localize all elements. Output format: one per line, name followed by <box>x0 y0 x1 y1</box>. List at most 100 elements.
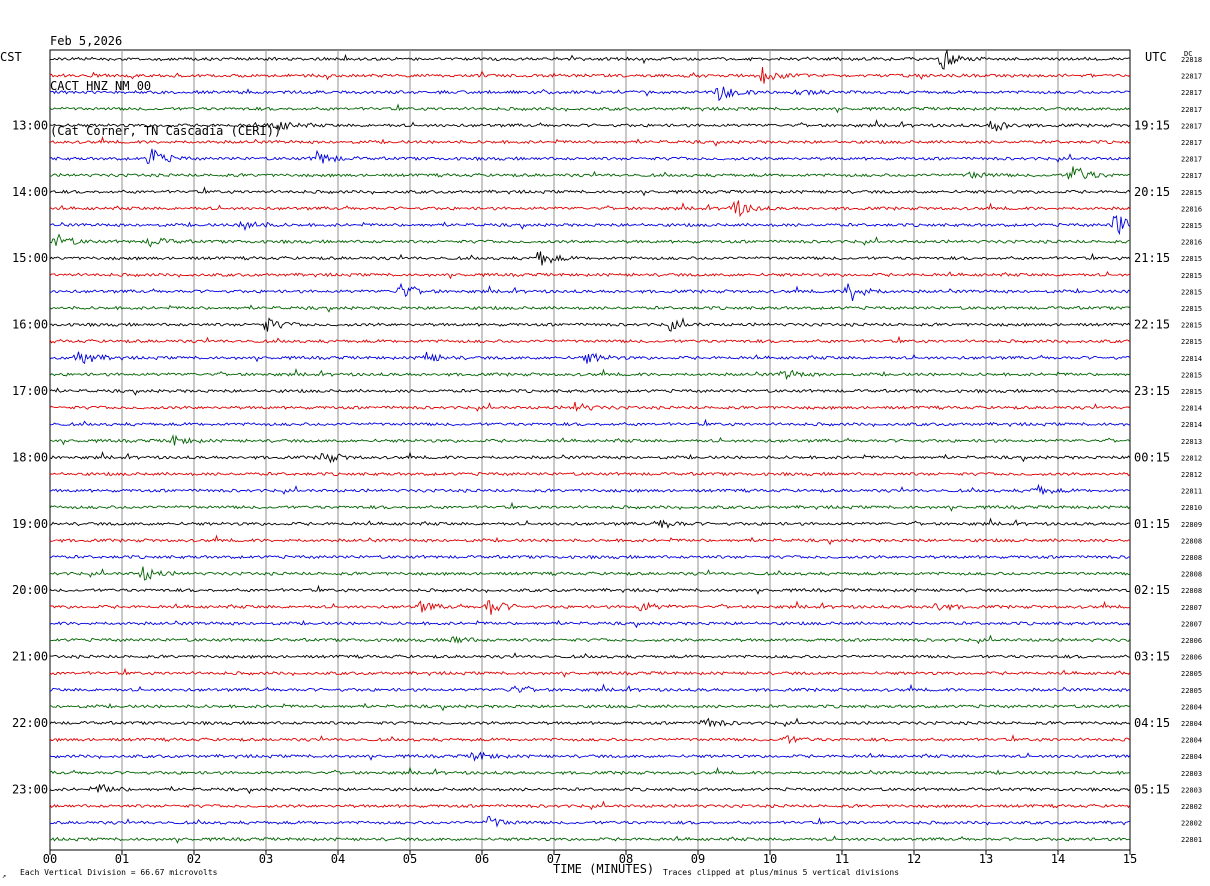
cst-hour-label: 21:00 <box>12 650 48 664</box>
plot-frame <box>49 49 1131 851</box>
trace-line-8 <box>49 186 1131 197</box>
trace-line-28 <box>49 517 1131 529</box>
trace-line-24 <box>49 450 1131 464</box>
dc-value: 22802 <box>1181 803 1202 811</box>
trace-line-27 <box>49 501 1131 512</box>
dc-value: 22817 <box>1181 172 1202 180</box>
trace-line-37 <box>49 667 1131 678</box>
dc-value: 22805 <box>1181 670 1202 678</box>
dc-value: 22806 <box>1181 637 1202 645</box>
trace-line-4 <box>49 118 1131 132</box>
x-tick-label: 06 <box>475 852 489 866</box>
x-axis-title: TIME (MINUTES) <box>553 862 654 876</box>
cst-hour-label: 23:00 <box>12 782 48 796</box>
station-location: (Cat Corner, TN Cascadia (CERI)) <box>50 124 282 138</box>
dc-value: 22812 <box>1181 454 1202 462</box>
minute-gridlines <box>121 50 1059 850</box>
trace-line-16 <box>49 317 1131 332</box>
trace-line-21 <box>49 401 1131 412</box>
dc-value: 22815 <box>1181 338 1202 346</box>
x-tick-label: 08 <box>619 852 633 866</box>
x-tick-label: 00 <box>43 852 57 866</box>
dc-value: 22818 <box>1181 56 1202 64</box>
cst-hour-label: 13:00 <box>12 118 48 132</box>
trace-line-1 <box>49 66 1131 84</box>
trace-line-0 <box>49 50 1131 70</box>
trace-line-14 <box>49 282 1131 302</box>
trace-line-34 <box>49 619 1131 629</box>
scale-note: Each Vertical Division = 66.67 microvolt… <box>20 868 218 877</box>
dc-value: 22815 <box>1181 288 1202 296</box>
utc-hour-label: 01:15 <box>1134 517 1170 531</box>
dc-value: 22804 <box>1181 753 1202 761</box>
trace-line-43 <box>49 766 1131 776</box>
cst-hour-label: 15:00 <box>12 251 48 265</box>
dc-value: 22801 <box>1181 836 1202 844</box>
dc-value: 22812 <box>1181 471 1202 479</box>
dc-value: 22803 <box>1181 786 1202 794</box>
trace-line-25 <box>49 471 1131 477</box>
x-tick-label: 05 <box>403 852 417 866</box>
dc-value: 22808 <box>1181 587 1202 595</box>
trace-line-22 <box>49 418 1131 428</box>
trace-line-46 <box>49 815 1130 828</box>
dc-value: 22813 <box>1181 438 1202 446</box>
station-code: CACT HNZ NM 00 <box>50 79 152 93</box>
trace-line-17 <box>49 335 1131 345</box>
trace-line-26 <box>49 483 1131 495</box>
dc-value: 22804 <box>1181 720 1202 728</box>
trace-line-7 <box>49 166 1131 180</box>
trace-line-20 <box>49 387 1131 396</box>
dc-value: 22816 <box>1181 239 1202 247</box>
trace-line-29 <box>49 534 1131 546</box>
cst-hour-label: 22:00 <box>12 716 48 730</box>
dc-value: 22817 <box>1181 122 1202 130</box>
dc-value: 22809 <box>1181 521 1202 529</box>
trace-line-47 <box>50 835 1131 844</box>
utc-hour-labels: 19:15 20:15 21:15 22:15 23:15 00:15 01:15 02:15… <box>1134 118 1170 796</box>
x-tick-label: 07 <box>547 852 561 866</box>
dc-value: 22817 <box>1181 139 1202 147</box>
cst-hour-label: 18:00 <box>12 450 48 464</box>
trace-line-3 <box>49 103 1131 114</box>
trace-line-42 <box>49 751 1131 762</box>
cst-hour-label: 14:00 <box>12 185 48 199</box>
dc-value: 22804 <box>1181 737 1202 745</box>
dc-value: 22807 <box>1181 620 1202 628</box>
dc-value-labels: 22818 22817 22817 22817 22817 22817 22817 22817… <box>1181 56 1202 844</box>
dc-value: 22815 <box>1181 388 1202 396</box>
dc-value: 22815 <box>1181 189 1202 197</box>
utc-label: UTC <box>1145 50 1167 64</box>
dc-value: 22810 <box>1181 504 1202 512</box>
trace-line-19 <box>49 367 1131 381</box>
utc-hour-label: 02:15 <box>1134 583 1170 597</box>
dc-value: 22815 <box>1181 222 1202 230</box>
x-tick-label: 02 <box>187 852 201 866</box>
dc-value: 22807 <box>1181 604 1202 612</box>
utc-hour-label: 04:15 <box>1134 716 1170 730</box>
dc-value: 22804 <box>1181 703 1202 711</box>
trace-line-41 <box>49 734 1131 745</box>
trace-line-31 <box>49 566 1131 581</box>
utc-hour-label: 23:15 <box>1134 384 1170 398</box>
trace-line-12 <box>49 251 1131 266</box>
dc-value: 22817 <box>1181 73 1202 81</box>
trace-line-23 <box>49 434 1131 446</box>
trace-line-38 <box>49 683 1131 693</box>
trace-line-44 <box>49 783 1131 795</box>
trace-line-6 <box>49 148 1131 165</box>
dc-value: 22817 <box>1181 89 1202 97</box>
cst-hour-label: 20:00 <box>12 583 48 597</box>
x-tick-labels: 00 01 02 03 04 05 06 07 08 09 10 11 12 13 14 15 <box>43 850 1137 866</box>
utc-hour-label: 19:15 <box>1134 118 1170 132</box>
utc-hour-label: 22:15 <box>1134 318 1170 332</box>
trace-line-5 <box>49 135 1131 147</box>
plot-header: Feb 5,2026 CACT HNZ NM 00 (Cat Corner, T… <box>50 4 281 154</box>
dc-value: 22815 <box>1181 305 1202 313</box>
trace-line-13 <box>49 270 1131 280</box>
utc-hour-label: 03:15 <box>1134 650 1170 664</box>
corner-mark: ↗ <box>2 872 6 880</box>
clip-note: Traces clipped at plus/minus 5 vertical … <box>663 868 899 877</box>
utc-hour-label: 20:15 <box>1134 185 1170 199</box>
